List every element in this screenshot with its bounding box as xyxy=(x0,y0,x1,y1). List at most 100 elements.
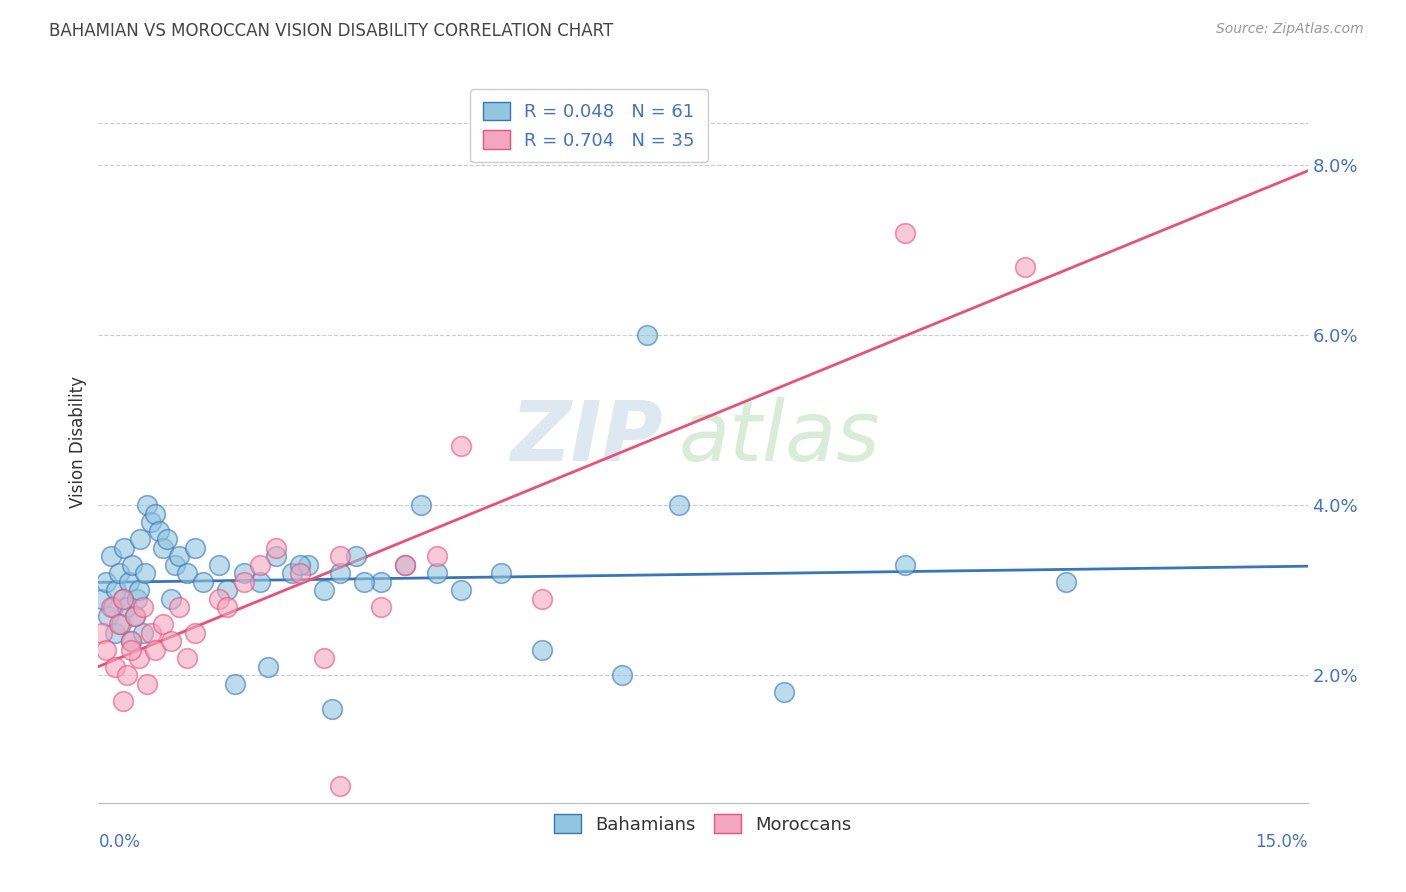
Point xyxy=(135,498,157,512)
Point xyxy=(256,660,278,674)
Point xyxy=(1014,260,1036,275)
Point xyxy=(450,583,472,598)
Text: BAHAMIAN VS MOROCCAN VISION DISABILITY CORRELATION CHART: BAHAMIAN VS MOROCCAN VISION DISABILITY C… xyxy=(49,22,613,40)
Point xyxy=(134,566,156,581)
Y-axis label: Vision Disability: Vision Disability xyxy=(69,376,87,508)
Point xyxy=(176,566,198,581)
Point xyxy=(264,549,287,564)
Point xyxy=(112,541,135,555)
Legend: Bahamians, Moroccans: Bahamians, Moroccans xyxy=(543,804,863,845)
Point xyxy=(97,608,120,623)
Point xyxy=(232,574,254,589)
Point xyxy=(491,566,513,581)
Point xyxy=(394,558,416,572)
Point xyxy=(426,566,449,581)
Point xyxy=(91,625,114,640)
Point xyxy=(163,558,186,572)
Point xyxy=(409,498,432,512)
Point xyxy=(132,600,155,615)
Point xyxy=(232,566,254,581)
Point xyxy=(127,591,149,606)
Point xyxy=(120,642,142,657)
Point xyxy=(329,566,352,581)
Point xyxy=(115,668,138,682)
Point xyxy=(314,651,336,665)
Point xyxy=(184,541,207,555)
Point xyxy=(107,566,129,581)
Point xyxy=(612,668,634,682)
Point xyxy=(100,600,122,615)
Point xyxy=(249,558,271,572)
Point xyxy=(124,608,146,623)
Point xyxy=(167,600,190,615)
Point xyxy=(143,507,166,521)
Point xyxy=(111,591,134,606)
Point xyxy=(152,617,174,632)
Point xyxy=(329,779,352,793)
Point xyxy=(139,516,162,530)
Point xyxy=(135,677,157,691)
Point xyxy=(121,558,143,572)
Point xyxy=(120,634,142,648)
Point xyxy=(148,524,170,538)
Point xyxy=(128,583,150,598)
Point xyxy=(96,642,118,657)
Point xyxy=(193,574,215,589)
Point xyxy=(128,651,150,665)
Point xyxy=(129,533,152,547)
Point xyxy=(394,558,416,572)
Point xyxy=(118,574,141,589)
Point xyxy=(288,566,311,581)
Point xyxy=(96,574,118,589)
Point xyxy=(101,600,124,615)
Point xyxy=(139,625,162,640)
Point xyxy=(103,625,125,640)
Point xyxy=(111,591,134,606)
Point xyxy=(217,600,239,615)
Text: 15.0%: 15.0% xyxy=(1256,833,1308,851)
Point xyxy=(160,591,183,606)
Point xyxy=(103,660,125,674)
Point xyxy=(160,634,183,648)
Point xyxy=(1054,574,1077,589)
Point xyxy=(450,439,472,453)
Point xyxy=(370,574,392,589)
Point xyxy=(167,549,190,564)
Point xyxy=(329,549,352,564)
Point xyxy=(893,558,915,572)
Point xyxy=(110,617,132,632)
Point xyxy=(107,617,129,632)
Point xyxy=(176,651,198,665)
Point xyxy=(344,549,367,564)
Point xyxy=(208,558,231,572)
Point xyxy=(321,702,343,716)
Point xyxy=(124,608,146,623)
Point xyxy=(184,625,207,640)
Point xyxy=(264,541,287,555)
Point xyxy=(426,549,449,564)
Point xyxy=(111,694,134,708)
Point xyxy=(217,583,239,598)
Point xyxy=(288,558,311,572)
Point xyxy=(132,625,155,640)
Point xyxy=(115,600,138,615)
Point xyxy=(105,583,128,598)
Point xyxy=(208,591,231,606)
Point xyxy=(772,685,794,699)
Text: Source: ZipAtlas.com: Source: ZipAtlas.com xyxy=(1216,22,1364,37)
Point xyxy=(314,583,336,598)
Point xyxy=(668,498,690,512)
Point xyxy=(530,642,553,657)
Text: ZIP: ZIP xyxy=(510,397,662,478)
Point xyxy=(152,541,174,555)
Point xyxy=(297,558,319,572)
Point xyxy=(100,549,122,564)
Point xyxy=(120,634,142,648)
Point xyxy=(370,600,392,615)
Point xyxy=(91,591,114,606)
Text: atlas: atlas xyxy=(679,397,880,478)
Text: 0.0%: 0.0% xyxy=(98,833,141,851)
Point xyxy=(156,533,179,547)
Point xyxy=(353,574,375,589)
Point xyxy=(224,677,246,691)
